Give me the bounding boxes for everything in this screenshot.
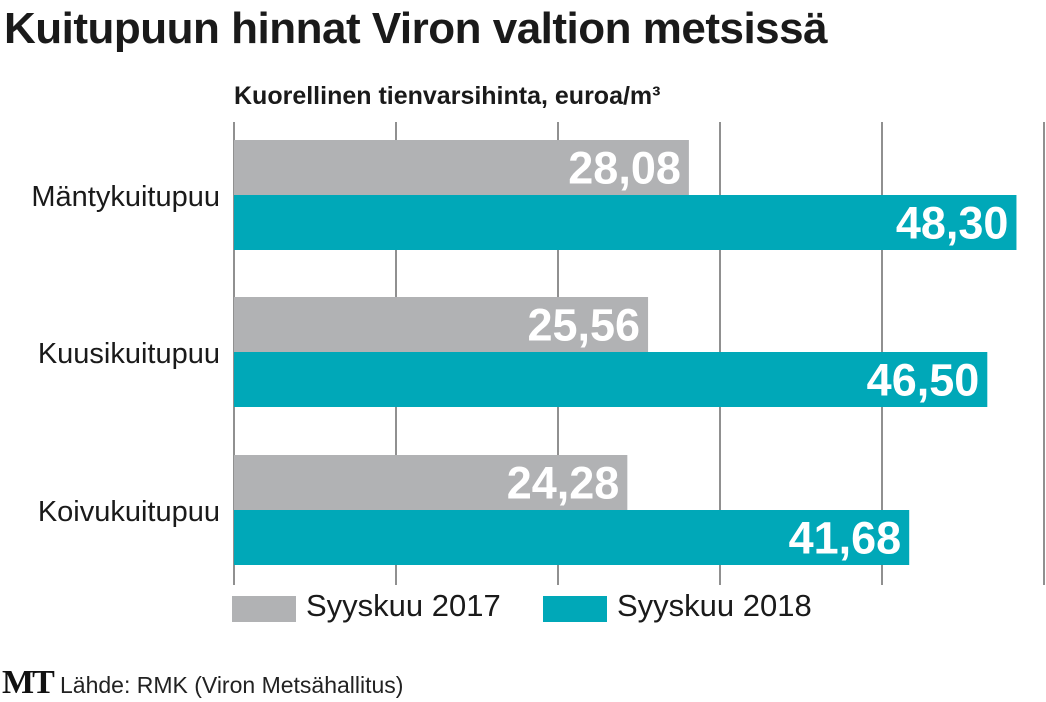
value-label: 46,50 [867, 355, 980, 406]
bar-2018 [234, 352, 988, 407]
bar-2018 [234, 510, 910, 565]
bar-2017 [234, 297, 649, 352]
legend-swatch-2017 [232, 596, 296, 622]
value-label: 24,28 [507, 458, 620, 509]
legend-label-2018: Syyskuu 2018 [617, 588, 812, 623]
chart-subtitle: Kuorellinen tienvarsihinta, euroa/m³ [234, 82, 661, 110]
category-label: Mäntykuitupuu [31, 181, 220, 213]
legend-swatch-2018 [543, 596, 607, 622]
value-label: 28,08 [568, 143, 681, 194]
value-label: 41,68 [789, 513, 902, 564]
value-label: 25,56 [527, 300, 640, 351]
bar-2018 [234, 195, 1017, 250]
value-label: 48,30 [896, 198, 1009, 249]
source-note: Lähde: RMK (Viron Metsähallitus) [60, 672, 404, 698]
category-label: Koivukuitupuu [38, 496, 220, 528]
bar-2017 [234, 455, 628, 510]
mt-logo: MT [2, 664, 55, 701]
legend-label-2017: Syyskuu 2017 [306, 588, 501, 623]
chart-title: Kuitupuun hinnat Viron valtion metsissä [4, 4, 828, 53]
bar-2017 [234, 140, 689, 195]
category-label: Kuusikuitupuu [38, 338, 220, 370]
